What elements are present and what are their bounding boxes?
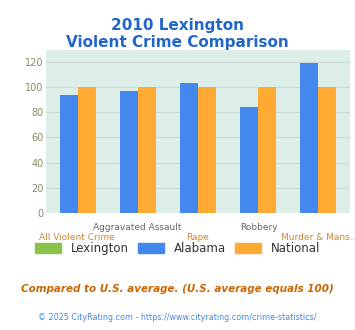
- Text: © 2025 CityRating.com - https://www.cityrating.com/crime-statistics/: © 2025 CityRating.com - https://www.city…: [38, 313, 317, 322]
- Text: All Violent Crime: All Violent Crime: [39, 233, 114, 242]
- Bar: [120, 91, 138, 213]
- Text: Violent Crime Comparison: Violent Crime Comparison: [66, 35, 289, 50]
- Bar: [78, 87, 96, 213]
- Bar: [240, 107, 258, 213]
- Bar: [318, 87, 336, 213]
- Bar: [60, 95, 78, 213]
- Text: Robbery: Robbery: [240, 223, 277, 232]
- Text: 2010 Lexington: 2010 Lexington: [111, 18, 244, 33]
- Legend: Lexington, Alabama, National: Lexington, Alabama, National: [32, 239, 323, 259]
- Text: Compared to U.S. average. (U.S. average equals 100): Compared to U.S. average. (U.S. average …: [21, 284, 334, 294]
- Text: Murder & Mans...: Murder & Mans...: [281, 233, 355, 242]
- Text: Aggravated Assault: Aggravated Assault: [93, 223, 181, 232]
- Bar: [300, 63, 318, 213]
- Bar: [198, 87, 216, 213]
- Bar: [138, 87, 156, 213]
- Text: Rape: Rape: [186, 233, 209, 242]
- Bar: [258, 87, 276, 213]
- Bar: [180, 83, 198, 213]
